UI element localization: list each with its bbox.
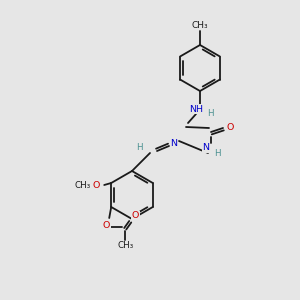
Text: H: H	[207, 110, 213, 118]
Text: NH: NH	[189, 104, 203, 113]
Text: H: H	[136, 142, 142, 152]
Text: O: O	[103, 220, 110, 230]
Text: N: N	[202, 143, 209, 152]
Text: CH₃: CH₃	[74, 182, 90, 190]
Text: O: O	[226, 124, 234, 133]
Text: O: O	[92, 182, 100, 190]
Text: H: H	[214, 149, 220, 158]
Text: O: O	[131, 212, 139, 220]
Text: CH₃: CH₃	[117, 242, 133, 250]
Text: CH₃: CH₃	[192, 20, 208, 29]
Text: N: N	[170, 139, 178, 148]
